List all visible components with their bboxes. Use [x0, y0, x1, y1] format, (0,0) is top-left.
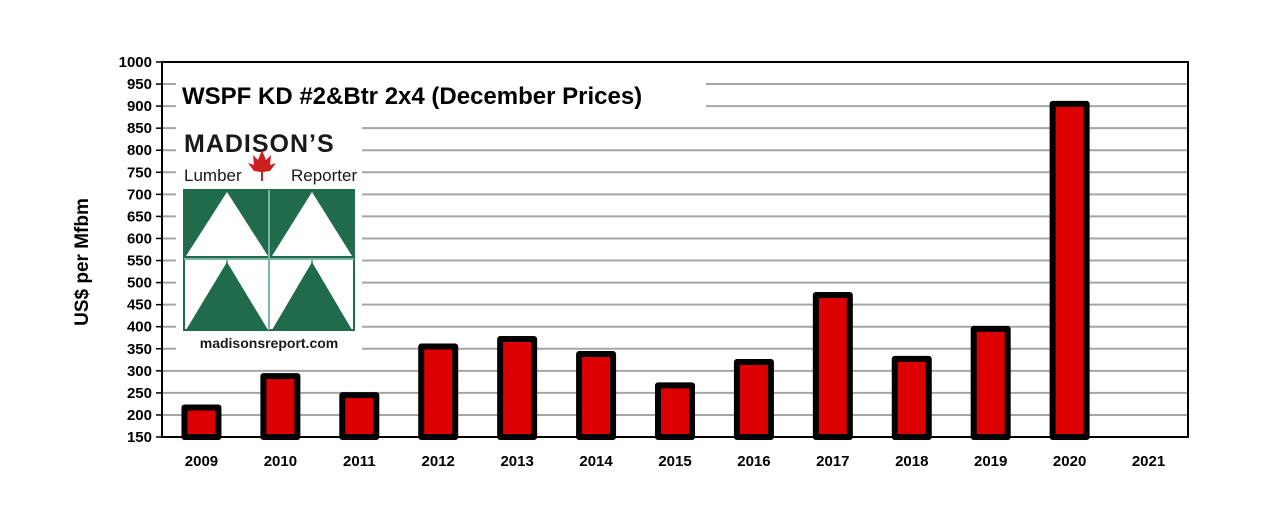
- bar-2014: [576, 351, 617, 441]
- bar-2013: [497, 336, 538, 441]
- y-tick-label: 650: [127, 208, 152, 225]
- y-tick-labels: 150 200 250 300 350 400 450 500 550 600 650 700 750 8…: [119, 54, 162, 446]
- bar-2017: [812, 291, 853, 440]
- y-tick-label: 350: [127, 341, 152, 358]
- y-tick-label: 800: [127, 142, 152, 159]
- bar-2010: [260, 373, 301, 440]
- x-tick-label: 2019: [974, 453, 1007, 470]
- bar-2019: [970, 325, 1011, 441]
- y-tick-label: 700: [127, 186, 152, 203]
- bar-2015: [655, 382, 695, 440]
- chart-title: WSPF KD #2&Btr 2x4 (December Prices): [182, 83, 642, 110]
- bar-2012: [418, 343, 459, 441]
- y-tick-label: 750: [127, 164, 152, 181]
- x-tick-label: 2020: [1053, 453, 1086, 470]
- y-tick-label: 550: [127, 253, 152, 270]
- logo-right-word: Reporter: [291, 166, 357, 185]
- y-tick-label: 600: [127, 230, 152, 247]
- maple-leaf-icon: [248, 150, 276, 181]
- x-tick-label: 2009: [185, 453, 218, 470]
- y-tick-label: 850: [127, 120, 152, 137]
- madisons-logo: MADISON’S Lumber Reporter madisonsreport…: [176, 122, 362, 355]
- y-tick-label: 950: [127, 76, 152, 93]
- y-tick-label: 450: [127, 297, 152, 314]
- logo-url: madisonsreport.com: [200, 335, 338, 351]
- y-tick-label: 300: [127, 363, 152, 380]
- plot-frame: [161, 61, 1189, 438]
- y-tick-label: 500: [127, 275, 152, 292]
- x-tick-label: 2012: [422, 453, 455, 470]
- bar-2016: [733, 359, 774, 440]
- y-axis-label: US$ per Mfbm: [72, 198, 93, 326]
- mountain-mark: [183, 189, 355, 331]
- logo-left-word: Lumber: [184, 166, 242, 185]
- x-tick-label: 2017: [816, 453, 849, 470]
- bar-2009: [181, 404, 222, 440]
- y-tick-label: 1000: [119, 54, 152, 71]
- x-tick-label: 2011: [343, 453, 376, 470]
- y-tick-label: 900: [127, 98, 152, 115]
- x-tick-label: 2016: [737, 453, 770, 470]
- y-tick-label: 200: [127, 407, 152, 424]
- x-tick-label: 2013: [500, 453, 533, 470]
- logo-name: MADISON’S: [184, 130, 335, 158]
- x-tick-label: 2014: [579, 453, 613, 470]
- bar-2011: [339, 392, 380, 440]
- x-tick-label: 2010: [264, 453, 297, 470]
- y-tick-label: 250: [127, 385, 152, 402]
- x-tick-label: 2018: [895, 453, 928, 470]
- y-tick-label: 400: [127, 319, 152, 336]
- bar-2020: [1049, 100, 1090, 440]
- x-tick-label: 2021: [1132, 453, 1165, 470]
- y-tick-label: 150: [127, 429, 152, 446]
- x-tick-labels: 2009 2010 2011 2012 2013 2014 2015 2016 2017 2018…: [185, 453, 1165, 470]
- title-background: [176, 78, 706, 114]
- x-tick-label: 2015: [658, 453, 691, 470]
- bars: [181, 100, 1090, 441]
- bar-2018: [891, 355, 932, 441]
